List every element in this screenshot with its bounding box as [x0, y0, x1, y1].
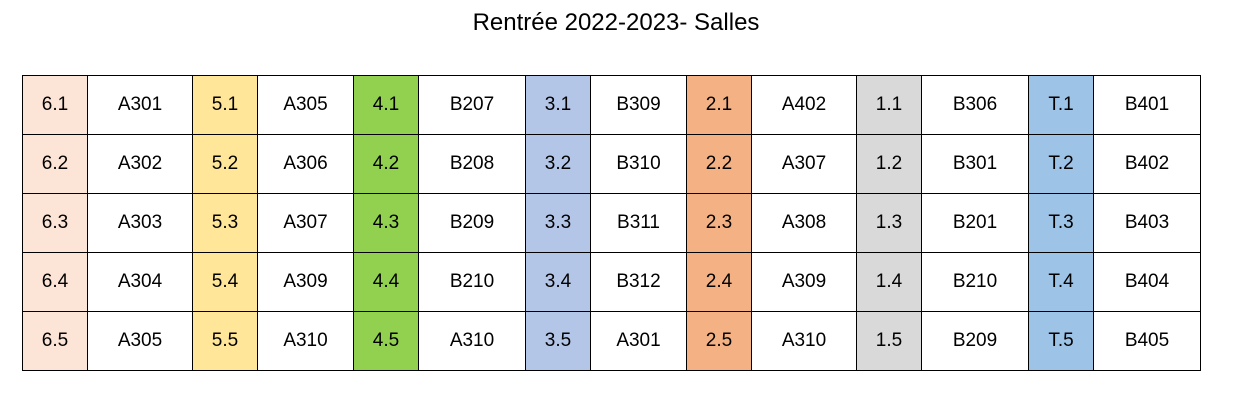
class-cell: 2.5	[686, 311, 752, 371]
room-cell: A307	[751, 134, 857, 194]
room-cell: B210	[921, 252, 1029, 312]
class-cell: 2.4	[686, 252, 752, 312]
class-cell: 2.1	[686, 75, 752, 135]
room-cell: A309	[257, 252, 354, 312]
class-cell: 2.3	[686, 193, 752, 253]
room-cell: B210	[418, 252, 526, 312]
room-cell: B403	[1093, 193, 1201, 253]
room-cell: B310	[590, 134, 687, 194]
class-cell: 1.4	[856, 252, 922, 312]
room-cell: B209	[921, 311, 1029, 371]
class-cell: 4.2	[353, 134, 419, 194]
class-cell: 4.5	[353, 311, 419, 371]
page-title: Rentrée 2022-2023- Salles	[472, 9, 760, 36]
room-cell: B402	[1093, 134, 1201, 194]
class-cell: 6.5	[22, 311, 88, 371]
class-cell: 1.1	[856, 75, 922, 135]
class-cell: T.1	[1028, 75, 1094, 135]
class-cell: 6.3	[22, 193, 88, 253]
room-cell: B405	[1093, 311, 1201, 371]
room-assignment-table: 6.1 A301 5.1 A305 4.1 B207 3.1 B309 2.1 A402 1.1 B3…	[22, 75, 1201, 371]
class-cell: 6.2	[22, 134, 88, 194]
class-cell: 3.3	[525, 193, 591, 253]
class-cell: T.5	[1028, 311, 1094, 371]
room-cell: B208	[418, 134, 526, 194]
room-cell: B312	[590, 252, 687, 312]
table-row: 6.4 A304 5.4 A309 4.4 B210 3.4 B312 2.4 A309 1.4 B2…	[22, 252, 1201, 312]
class-cell: 5.3	[192, 193, 258, 253]
room-cell: A304	[87, 252, 193, 312]
room-cell: A307	[257, 193, 354, 253]
room-cell: B209	[418, 193, 526, 253]
class-cell: 3.4	[525, 252, 591, 312]
room-cell: A303	[87, 193, 193, 253]
room-cell: B201	[921, 193, 1029, 253]
class-cell: 6.1	[22, 75, 88, 135]
room-cell: A310	[257, 311, 354, 371]
table-row: 6.2 A302 5.2 A306 4.2 B208 3.2 B310 2.2 A307 1.2 B3…	[22, 134, 1201, 194]
room-cell: B301	[921, 134, 1029, 194]
class-cell: 3.2	[525, 134, 591, 194]
table-row: 6.1 A301 5.1 A305 4.1 B207 3.1 B309 2.1 A402 1.1 B3…	[22, 75, 1201, 135]
room-cell: B309	[590, 75, 687, 135]
room-cell: A305	[87, 311, 193, 371]
room-cell: A308	[751, 193, 857, 253]
class-cell: 5.5	[192, 311, 258, 371]
room-cell: A310	[751, 311, 857, 371]
room-cell: B404	[1093, 252, 1201, 312]
class-cell: T.3	[1028, 193, 1094, 253]
class-cell: 6.4	[22, 252, 88, 312]
room-cell: B311	[590, 193, 687, 253]
room-cell: A301	[87, 75, 193, 135]
class-cell: 2.2	[686, 134, 752, 194]
room-cell: A306	[257, 134, 354, 194]
class-cell: 4.4	[353, 252, 419, 312]
room-cell: B401	[1093, 75, 1201, 135]
class-cell: 5.2	[192, 134, 258, 194]
table-row: 6.3 A303 5.3 A307 4.3 B209 3.3 B311 2.3 A308 1.3 B2…	[22, 193, 1201, 253]
class-cell: T.4	[1028, 252, 1094, 312]
class-cell: 4.1	[353, 75, 419, 135]
room-cell: A309	[751, 252, 857, 312]
class-cell: 5.4	[192, 252, 258, 312]
room-cell: A402	[751, 75, 857, 135]
room-cell: A302	[87, 134, 193, 194]
table-row: 6.5 A305 5.5 A310 4.5 A310 3.5 A301 2.5 A310 1.5 B2…	[22, 311, 1201, 371]
class-cell: 1.2	[856, 134, 922, 194]
room-cell: A301	[590, 311, 687, 371]
class-cell: 3.5	[525, 311, 591, 371]
room-cell: A310	[418, 311, 526, 371]
class-cell: 1.3	[856, 193, 922, 253]
room-cell: B306	[921, 75, 1029, 135]
room-cell: B207	[418, 75, 526, 135]
class-cell: 3.1	[525, 75, 591, 135]
class-cell: 1.5	[856, 311, 922, 371]
class-cell: 4.3	[353, 193, 419, 253]
class-cell: T.2	[1028, 134, 1094, 194]
class-cell: 5.1	[192, 75, 258, 135]
room-cell: A305	[257, 75, 354, 135]
